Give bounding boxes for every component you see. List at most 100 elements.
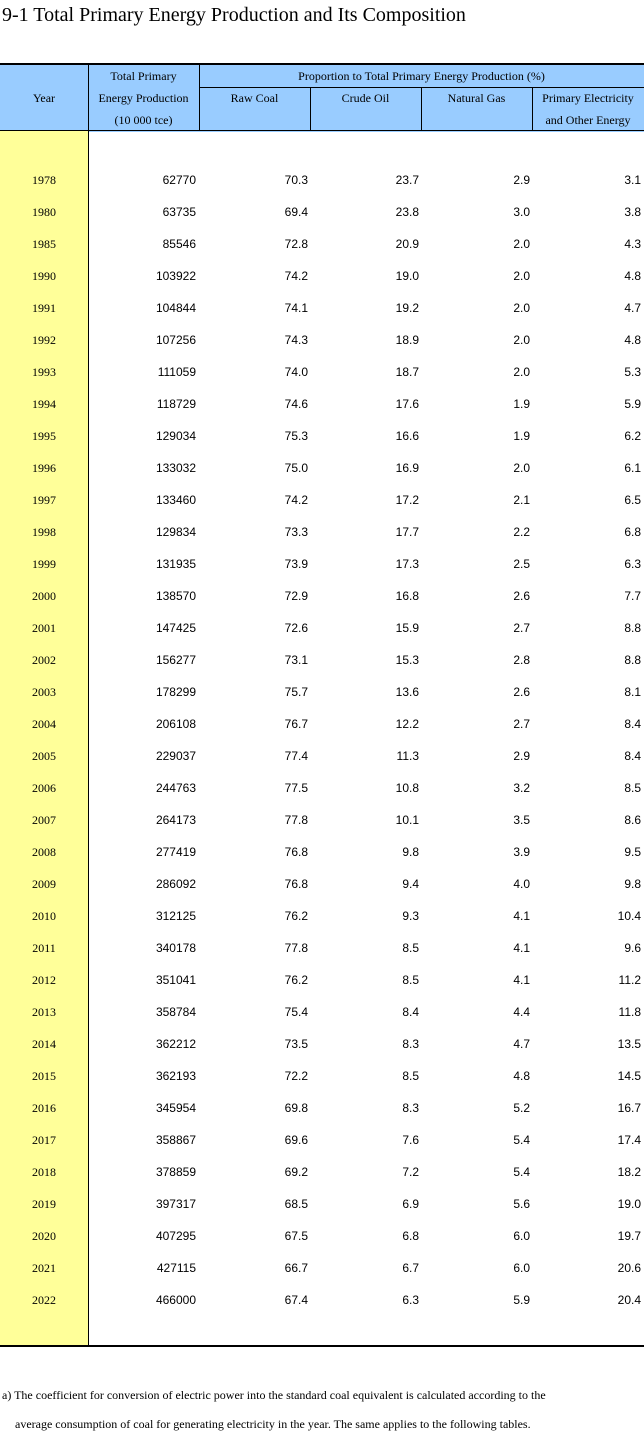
natural-gas-cell: 2.2 [513, 525, 530, 539]
raw-coal-cell: 69.6 [284, 1133, 308, 1147]
energy-table: Year Total Primary Energy Production (10… [0, 63, 644, 1347]
crude-oil-cell: 18.7 [395, 365, 419, 379]
total-cell: 138570 [155, 589, 196, 603]
primary-electricity-cell: 3.1 [624, 173, 641, 187]
total-cell: 358784 [155, 1005, 196, 1019]
header-proportion: Proportion to Total Primary Energy Produ… [298, 69, 545, 83]
natural-gas-cell: 4.1 [513, 909, 530, 923]
raw-coal-cell: 74.0 [284, 365, 308, 379]
primary-electricity-cell: 4.3 [624, 237, 641, 251]
crude-oil-cell: 8.5 [402, 941, 419, 955]
raw-coal-cell: 73.9 [284, 557, 308, 571]
crude-oil-cell: 8.3 [402, 1101, 419, 1115]
primary-electricity-cell: 17.4 [617, 1133, 641, 1147]
raw-coal-cell: 77.8 [284, 941, 308, 955]
raw-coal-cell: 72.8 [284, 237, 308, 251]
natural-gas-cell: 5.9 [513, 1293, 530, 1307]
year-cell: 2009 [32, 877, 56, 891]
year-cell: 2017 [32, 1133, 56, 1147]
header-total-line1: Total Primary [110, 69, 177, 83]
column-divider [199, 63, 200, 131]
column-divider [88, 63, 89, 1347]
raw-coal-cell: 72.2 [284, 1069, 308, 1083]
raw-coal-cell: 72.6 [284, 621, 308, 635]
header-primary-electricity-line1: Primary Electricity [542, 91, 634, 105]
crude-oil-cell: 16.9 [395, 461, 419, 475]
natural-gas-cell: 1.9 [513, 429, 530, 443]
crude-oil-cell: 17.7 [395, 525, 419, 539]
crude-oil-cell: 6.7 [402, 1261, 419, 1275]
year-cell: 2007 [32, 813, 56, 827]
year-cell: 2008 [32, 845, 56, 859]
header-raw-coal: Raw Coal [230, 91, 279, 105]
primary-electricity-cell: 8.4 [624, 717, 641, 731]
total-cell: 107256 [155, 333, 196, 347]
year-cell: 2021 [32, 1261, 56, 1275]
year-column-band [0, 131, 88, 1345]
primary-electricity-cell: 19.7 [617, 1229, 641, 1243]
raw-coal-cell: 72.9 [284, 589, 308, 603]
natural-gas-cell: 2.6 [513, 685, 530, 699]
year-cell: 2016 [32, 1101, 56, 1115]
total-cell: 118729 [156, 397, 196, 411]
natural-gas-cell: 6.0 [513, 1261, 530, 1275]
primary-electricity-cell: 8.8 [624, 621, 641, 635]
crude-oil-cell: 6.9 [402, 1197, 419, 1211]
natural-gas-cell: 2.1 [513, 493, 530, 507]
crude-oil-cell: 23.7 [395, 173, 419, 187]
table-top-rule [0, 63, 644, 65]
year-cell: 1994 [32, 397, 56, 411]
natural-gas-cell: 4.8 [513, 1069, 530, 1083]
crude-oil-cell: 7.2 [402, 1165, 419, 1179]
total-cell: 147425 [155, 621, 196, 635]
year-cell: 1997 [32, 493, 56, 507]
crude-oil-cell: 8.5 [402, 973, 419, 987]
total-cell: 397317 [155, 1197, 196, 1211]
crude-oil-cell: 9.3 [402, 909, 419, 923]
column-divider [310, 87, 311, 131]
total-cell: 129834 [155, 525, 196, 539]
raw-coal-cell: 74.1 [284, 301, 308, 315]
raw-coal-cell: 77.8 [284, 813, 308, 827]
natural-gas-cell: 3.9 [513, 845, 530, 859]
primary-electricity-cell: 8.8 [624, 653, 641, 667]
total-cell: 277419 [155, 845, 196, 859]
year-cell: 1978 [32, 173, 56, 187]
total-cell: 466000 [155, 1293, 196, 1307]
total-cell: 63735 [162, 205, 196, 219]
raw-coal-cell: 68.5 [284, 1197, 308, 1211]
primary-electricity-cell: 8.5 [624, 781, 641, 795]
natural-gas-cell: 2.5 [513, 557, 530, 571]
column-divider [421, 87, 422, 131]
total-cell: 407295 [155, 1229, 196, 1243]
crude-oil-cell: 15.9 [395, 621, 419, 635]
natural-gas-cell: 1.9 [513, 397, 530, 411]
primary-electricity-cell: 13.5 [617, 1037, 641, 1051]
crude-oil-cell: 16.6 [395, 429, 419, 443]
crude-oil-cell: 17.2 [395, 493, 419, 507]
primary-electricity-cell: 19.0 [617, 1197, 641, 1211]
total-cell: 362212 [155, 1037, 196, 1051]
raw-coal-cell: 66.7 [284, 1261, 308, 1275]
total-cell: 206108 [155, 717, 196, 731]
natural-gas-cell: 4.1 [513, 973, 530, 987]
year-cell: 2018 [32, 1165, 56, 1179]
raw-coal-cell: 76.7 [284, 717, 308, 731]
crude-oil-cell: 9.8 [402, 845, 419, 859]
year-cell: 2010 [32, 909, 56, 923]
year-cell: 2013 [32, 1005, 56, 1019]
raw-coal-cell: 74.2 [284, 269, 308, 283]
primary-electricity-cell: 9.5 [624, 845, 641, 859]
primary-electricity-cell: 20.4 [617, 1293, 641, 1307]
primary-electricity-cell: 11.2 [618, 973, 641, 987]
year-cell: 1990 [32, 269, 56, 283]
crude-oil-cell: 8.3 [402, 1037, 419, 1051]
natural-gas-cell: 2.0 [513, 269, 530, 283]
raw-coal-cell: 74.6 [284, 397, 308, 411]
total-cell: 103922 [155, 269, 196, 283]
year-cell: 2002 [32, 653, 56, 667]
crude-oil-cell: 6.3 [402, 1293, 419, 1307]
crude-oil-cell: 18.9 [395, 333, 419, 347]
natural-gas-cell: 5.4 [513, 1165, 530, 1179]
natural-gas-cell: 2.9 [513, 173, 530, 187]
